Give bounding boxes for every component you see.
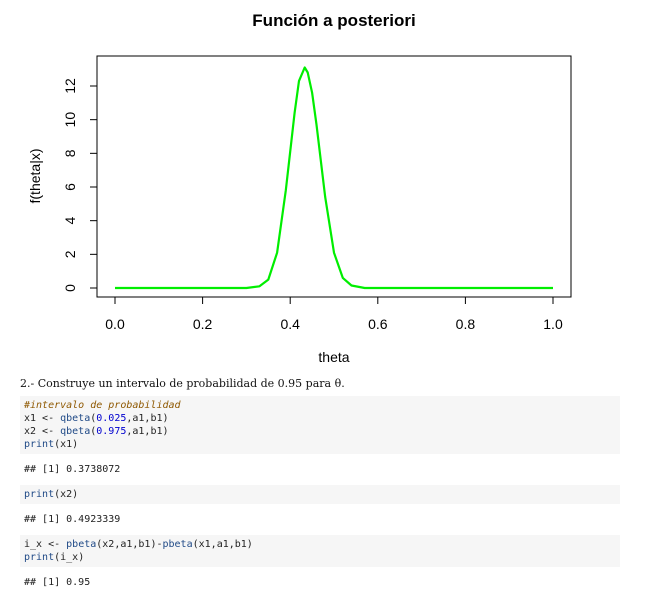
y-tick-label: 12 (62, 78, 78, 94)
code-block-prob: i_x <- pbeta(x2,a1,b1)-pbeta(x1,a1,b1) p… (20, 535, 620, 567)
x-tick-label: 0.0 (105, 316, 125, 332)
x-tick-label: 0.4 (280, 316, 300, 332)
x-tick-label: 0.8 (456, 316, 476, 332)
y-tick-label: 10 (62, 112, 78, 128)
y-tick-label: 8 (62, 149, 78, 157)
x-tick-label: 0.2 (193, 316, 213, 332)
y-tick-label: 6 (62, 183, 78, 191)
code-line-x1: x1 <- qbeta(0.025,a1,b1) (24, 413, 169, 424)
x-axis-label: theta (318, 349, 349, 365)
series-group (115, 66, 553, 290)
y-axis-label: f(theta|x) (27, 149, 43, 204)
x-axis: 0.0 0.2 0.4 0.6 0.8 1.0 (105, 296, 563, 332)
code-line-x2: x2 <- qbeta(0.975,a1,b1) (24, 426, 169, 437)
y-axis: 0 2 4 6 8 10 12 (62, 78, 98, 292)
code-line-ix: i_x <- pbeta(x2,a1,b1)-pbeta(x1,a1,b1) (24, 539, 253, 550)
output-ix: ## [1] 0.95 (24, 577, 91, 588)
code-block-print-x2: print(x2) (20, 485, 620, 504)
code-block-interval: #intervalo de probabilidad x1 <- qbeta(0… (20, 396, 620, 454)
code-line-print-ix: print(i_x) (24, 552, 85, 563)
code-comment: #intervalo de probabilidad (24, 400, 181, 411)
output-x2: ## [1] 0.4923339 (24, 514, 121, 525)
output-x1: ## [1] 0.3738072 (24, 464, 121, 475)
y-tick-label: 4 (62, 217, 78, 225)
plot-frame (96, 55, 572, 298)
document-body: 2.- Construye un intervalo de probabilid… (20, 376, 620, 598)
chart-title: Función a posteriori (252, 11, 415, 30)
density-line (115, 66, 553, 290)
posterior-density-chart: Función a posteriori 0.0 0.2 0.4 0.6 0.8 1.0 … (27, 11, 572, 365)
y-tick-label: 0 (62, 284, 78, 292)
exercise-statement: 2.- Construye un intervalo de probabilid… (20, 377, 345, 390)
code-line-print-x1: print(x1) (24, 439, 79, 450)
x-tick-label: 1.0 (543, 316, 563, 332)
x-tick-label: 0.6 (368, 316, 388, 332)
y-tick-label: 2 (62, 250, 78, 258)
